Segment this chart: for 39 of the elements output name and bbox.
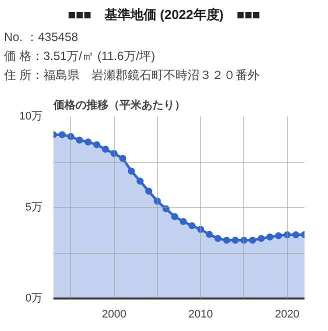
point	[284, 231, 291, 238]
point	[266, 233, 274, 240]
point	[84, 138, 92, 146]
point	[292, 231, 300, 238]
point	[58, 131, 66, 138]
x-tick-label: 2020	[274, 308, 300, 320]
point	[145, 188, 152, 195]
point	[171, 213, 178, 220]
text: 価 格：3.51万/㎡ (11.6万/坪)	[4, 48, 156, 64]
point	[128, 168, 135, 175]
point	[67, 133, 74, 140]
point	[249, 236, 256, 244]
point	[188, 222, 196, 230]
point	[93, 141, 100, 148]
point	[206, 230, 213, 238]
point	[197, 226, 204, 233]
y-tick-label: 5万	[25, 202, 43, 214]
point	[110, 150, 118, 157]
y-tick-label: 0万	[25, 292, 43, 304]
text: 住 所：福島県 岩瀬郡鏡石町不時沼３２０番外	[4, 66, 260, 83]
point	[102, 146, 109, 153]
point	[76, 136, 83, 144]
chart-subtitle: 価格の推移（平米あたり）	[52, 98, 186, 112]
point	[119, 154, 126, 162]
point	[214, 234, 222, 242]
x-tick-label: 2010	[188, 308, 213, 320]
point	[223, 236, 230, 244]
point	[240, 236, 248, 244]
point	[180, 218, 187, 226]
point	[162, 205, 170, 212]
point	[232, 236, 239, 244]
point	[258, 234, 265, 242]
point	[275, 232, 282, 240]
point	[136, 178, 144, 185]
chart-title: ■■■ 基準地価 (2022年度) ■■■	[66, 6, 262, 24]
x-tick-label: 2000	[102, 308, 126, 320]
point	[154, 198, 161, 205]
y-tick-label: 10万	[19, 110, 43, 122]
text: No. ：435458	[4, 28, 80, 45]
